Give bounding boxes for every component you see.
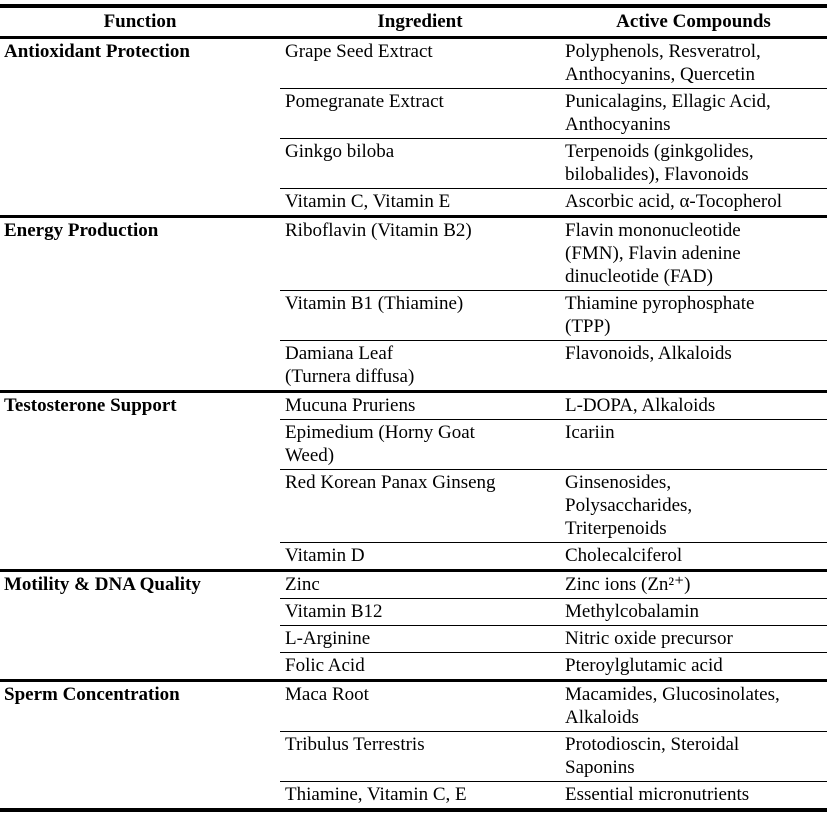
ingredient-cell: Grape Seed Extract [285,41,433,62]
table-row: Sperm Concentration Maca Root Macamides, G… [0,681,827,732]
function-group: Testosterone Support Mucuna Pruriens L-DOP… [0,391,827,571]
ingredient-cell: Epimedium (Horny Goat Weed) [280,419,560,470]
table-row: L-Arginine Nitric oxide precursor [0,625,827,653]
ingredient-cell: L-Arginine [280,625,560,653]
ingredient-cell: Folic Acid [280,652,560,681]
ingredient-cell: Vitamin B12 [280,598,560,626]
ingredient-cell: Damiana Leaf (Turnera diffusa) [280,340,560,392]
compounds-cell: Zinc ions (Zn²⁺) [565,574,691,595]
table-row: Antioxidant Protection Grape Seed Extract… [0,38,827,89]
function-group: Energy Production Riboflavin (Vitamin B2)… [0,216,827,392]
table-row: Red Korean Panax Ginseng Ginsenosides, Po… [0,469,827,543]
ingredient-cell: Vitamin C, Vitamin E [280,188,560,217]
compounds-cell: Macamides, Glucosinolates, Alkaloids [565,684,780,728]
compounds-cell: L-DOPA, Alkaloids [565,395,716,416]
function-group: Sperm Concentration Maca Root Macamides, G… [0,680,827,810]
ingredient-cell: Pomegranate Extract [280,88,560,139]
compounds-cell: Cholecalciferol [560,542,827,571]
ingredient-cell: Vitamin D [280,542,560,571]
compounds-cell: Methylcobalamin [560,598,827,626]
table-row: Motility & DNA Quality Zinc Zinc ions (Zn²… [0,571,827,599]
function-cell: Antioxidant Protection [4,41,190,62]
compounds-cell: Pteroylglutamic acid [560,652,827,681]
compounds-cell: Terpenoids (ginkgolides, bilobalides), F… [560,138,827,189]
ingredient-cell: Tribulus Terrestris [280,731,560,782]
compounds-cell: Punicalagins, Ellagic Acid, Anthocyanins [560,88,827,139]
table-row: Vitamin D Cholecalciferol [0,542,827,571]
ingredient-cell: Zinc [285,574,320,595]
table-row: Pomegranate Extract Punicalagins, Ellagic… [0,88,827,139]
table-row: Thiamine, Vitamin C, E Essential micronut… [0,781,827,810]
table-row: Folic Acid Pteroylglutamic acid [0,652,827,681]
ingredient-cell: Mucuna Pruriens [285,395,416,416]
ingredient-cell: Ginkgo biloba [280,138,560,189]
ingredient-cell: Red Korean Panax Ginseng [280,469,560,543]
table-header: Function Ingredient Active Compounds [0,6,827,38]
function-cell: Sperm Concentration [4,684,180,705]
compounds-cell: Ascorbic acid, α-Tocopherol [560,188,827,217]
supplement-ingredients-table: Function Ingredient Active Compounds Ant… [0,4,827,812]
function-cell: Testosterone Support [4,395,177,416]
table-row: Epimedium (Horny Goat Weed) Icariin [0,419,827,470]
table-row: Vitamin C, Vitamin E Ascorbic acid, α-Toc… [0,188,827,217]
ingredient-cell: Riboflavin (Vitamin B2) [285,220,472,241]
function-cell: Motility & DNA Quality [4,574,201,595]
compounds-cell: Ginsenosides, Polysaccharides, Triterpen… [560,469,827,543]
table-row: Ginkgo biloba Terpenoids (ginkgolides, bi… [0,138,827,189]
table-row: Vitamin B12 Methylcobalamin [0,598,827,626]
column-header-active-compounds: Active Compounds [616,11,771,32]
column-header-ingredient: Ingredient [377,11,463,32]
compounds-cell: Thiamine pyrophosphate (TPP) [560,290,827,341]
compounds-cell: Icariin [560,419,827,470]
compounds-cell: Flavonoids, Alkaloids [560,340,827,392]
ingredient-cell: Thiamine, Vitamin C, E [280,781,560,810]
compounds-cell: Polyphenols, Resveratrol, Anthocyanins, … [565,41,761,85]
ingredient-cell: Vitamin B1 (Thiamine) [280,290,560,341]
ingredient-cell: Maca Root [285,684,369,705]
compounds-cell: Protodioscin, Steroidal Saponins [560,731,827,782]
header-row: Function Ingredient Active Compounds [0,6,827,38]
table-row: Damiana Leaf (Turnera diffusa) Flavonoids… [0,340,827,392]
table-row: Energy Production Riboflavin (Vitamin B2)… [0,217,827,291]
function-cell: Energy Production [4,220,159,241]
table-row: Vitamin B1 (Thiamine) Thiamine pyrophosph… [0,290,827,341]
column-header-function: Function [103,11,177,32]
compounds-cell: Flavin mononucleotide (FMN), Flavin aden… [565,220,741,287]
table-row: Tribulus Terrestris Protodioscin, Steroid… [0,731,827,782]
function-group: Antioxidant Protection Grape Seed Extract… [0,37,827,217]
compounds-cell: Essential micronutrients [560,781,827,810]
function-group: Motility & DNA Quality Zinc Zinc ions (Zn²… [0,570,827,681]
compounds-cell: Nitric oxide precursor [560,625,827,653]
table-row: Testosterone Support Mucuna Pruriens L-DOP… [0,392,827,420]
